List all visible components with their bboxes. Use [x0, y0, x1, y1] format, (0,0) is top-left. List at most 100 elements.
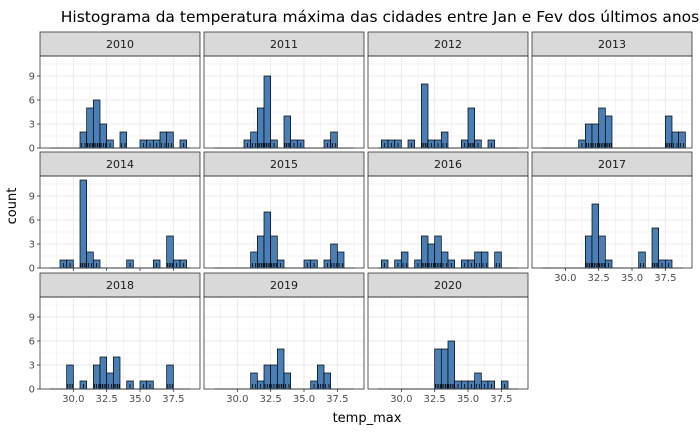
x-tick-label: 35.0	[457, 394, 479, 405]
histogram-bar	[250, 372, 258, 390]
x-tick-label: 37.5	[162, 394, 184, 405]
histogram-bar	[159, 131, 168, 149]
y-tick-label: 6	[29, 216, 35, 227]
facet-strip	[203, 151, 365, 177]
histogram-bar	[250, 251, 258, 269]
facet-strip	[203, 272, 365, 298]
panel-border	[39, 55, 201, 149]
x-tick-label: 30.0	[226, 394, 248, 405]
facet-strip	[367, 151, 529, 177]
histogram-bar	[480, 251, 489, 269]
x-tick-label: 30.0	[554, 273, 576, 284]
facet-strip-label: 2014	[106, 158, 134, 171]
x-tick-label: 30.0	[62, 394, 84, 405]
facet-2011: 2011	[203, 31, 365, 149]
histogram-bar	[671, 131, 680, 149]
panel-border	[531, 55, 693, 149]
panel-border	[203, 55, 365, 149]
histogram-bar	[276, 348, 285, 390]
facet-strip-label: 2010	[106, 38, 134, 51]
facet-strip	[203, 31, 365, 57]
facet-2013: 2013	[531, 31, 693, 149]
facet-strip-label: 2013	[598, 38, 626, 51]
x-tick-label: 35.0	[293, 394, 315, 405]
histogram-bar	[336, 251, 345, 269]
histogram-bar	[598, 107, 606, 149]
y-tick-label: 9	[29, 72, 35, 83]
histogram-bar	[86, 251, 94, 269]
facet-strip-label: 2017	[598, 158, 626, 171]
histogram-bar	[79, 179, 88, 269]
x-tick-label: 37.5	[654, 273, 676, 284]
panel-border	[367, 296, 529, 390]
histogram-bar	[119, 131, 128, 149]
facet-2010: 2010 0 3 6 9	[29, 31, 201, 155]
x-tick-label: 37.5	[490, 394, 512, 405]
x-tick-label: 35.0	[129, 394, 151, 405]
x-tick-label: 32.5	[424, 394, 446, 405]
histogram-bar	[79, 131, 88, 149]
y-tick-label: 6	[29, 337, 35, 348]
histogram-bar	[638, 251, 646, 269]
histogram-bar	[263, 211, 272, 269]
facet-strip-label: 2020	[434, 279, 462, 292]
histogram-bar	[440, 131, 449, 149]
histogram-bar	[166, 131, 174, 149]
facet-panels: 2010 0 3 6 9 2011 2012 2013 2014 0 3 6 9 30.0 32.5 35.0…	[29, 31, 693, 405]
histogram-bar	[591, 203, 600, 269]
histogram-bar	[474, 372, 482, 390]
histogram-bar	[263, 75, 272, 149]
histogram-bar	[256, 107, 265, 149]
facet-strip	[531, 31, 693, 57]
panel-border	[367, 175, 529, 269]
x-tick-label: 32.5	[260, 394, 282, 405]
chart-title: Histograma da temperatura máxima das cid…	[61, 8, 699, 26]
facet-strip	[367, 31, 529, 57]
x-tick-label: 37.5	[326, 394, 348, 405]
facet-strip-label: 2011	[270, 38, 298, 51]
y-tick-label: 6	[29, 96, 35, 107]
y-axis-title: count	[5, 188, 20, 225]
histogram-bar	[106, 372, 114, 390]
histogram-bar	[330, 131, 338, 149]
panel-border	[39, 175, 201, 269]
facet-strip	[39, 31, 201, 57]
histogram-bar	[651, 227, 660, 269]
x-tick-label: 32.5	[588, 273, 610, 284]
facet-strip-label: 2018	[106, 279, 134, 292]
y-tick-label: 3	[29, 361, 35, 372]
facet-strip-label: 2019	[270, 279, 298, 292]
y-tick-label: 0	[29, 264, 35, 275]
histogram-bar	[474, 251, 482, 269]
histogram-bar	[420, 83, 429, 149]
y-tick-label: 0	[29, 144, 35, 155]
histogram-bar	[283, 372, 292, 390]
x-tick-label: 30.0	[390, 394, 412, 405]
y-tick-label: 9	[29, 313, 35, 324]
y-tick-label: 0	[29, 385, 35, 396]
facet-2018: 2018 0 3 6 9 30.0 32.5 35.0 37.5	[29, 272, 201, 405]
facet-2020: 2020 30.0 32.5 35.0 37.5	[367, 272, 529, 405]
x-tick-label: 35.0	[621, 273, 643, 284]
panel-border	[203, 296, 365, 390]
histogram-bar	[447, 340, 456, 390]
facet-2015: 2015	[203, 151, 365, 269]
facet-2017: 2017 30.0 32.5 35.0 37.5	[531, 151, 693, 284]
histogram-bar	[494, 251, 502, 269]
histogram-bar	[250, 131, 258, 149]
facet-2014: 2014036930.032.535.037.5	[29, 151, 201, 284]
histogram-bar	[434, 348, 442, 390]
histogram-bar	[400, 251, 409, 269]
facet-strip-label: 2012	[434, 38, 462, 51]
facet-strip	[39, 151, 201, 177]
facet-strip	[367, 272, 529, 298]
histogram-bar	[678, 131, 686, 149]
histogram-bar	[92, 99, 101, 149]
facet-strip-label: 2015	[270, 158, 298, 171]
histogram-bar	[440, 348, 449, 390]
facet-grid	[368, 56, 528, 149]
y-tick-label: 3	[29, 120, 35, 131]
facet-2016: 2016	[367, 151, 529, 269]
